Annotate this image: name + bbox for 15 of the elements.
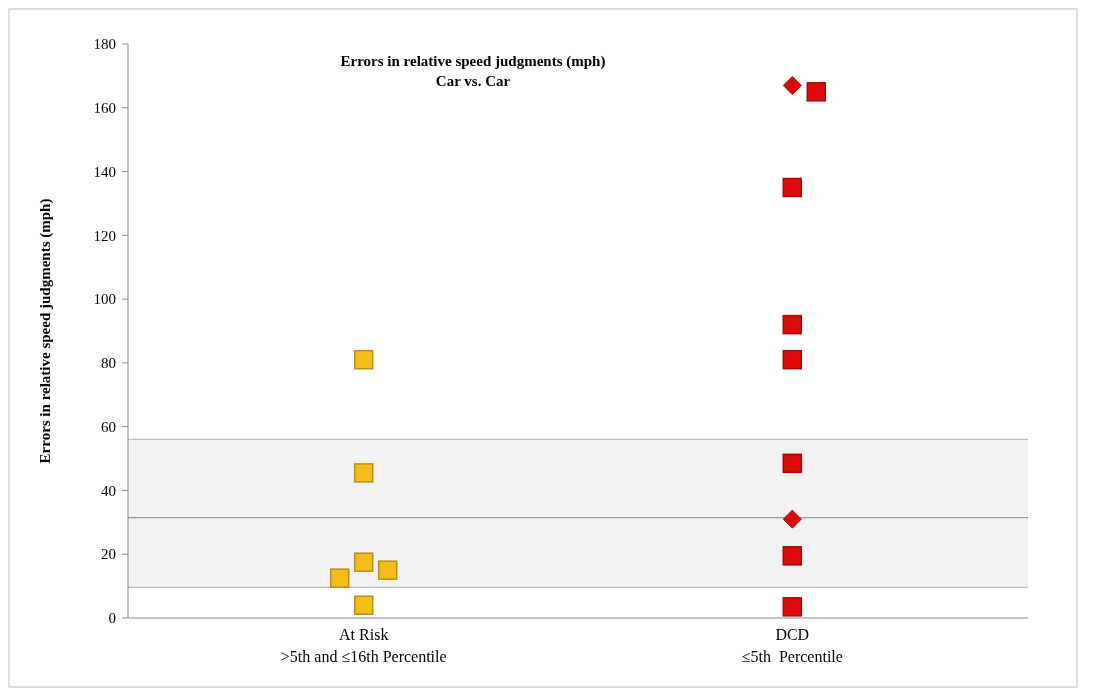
y-tick-label: 140 xyxy=(93,163,116,180)
y-tick-label: 0 xyxy=(108,610,116,627)
y-tick-label: 80 xyxy=(101,355,116,372)
text: Car vs. Car xyxy=(435,73,511,89)
y-tick-label: 120 xyxy=(93,227,116,244)
y-tick-label: 60 xyxy=(101,418,116,435)
x-tick-label: DCD ≤5th Percentile xyxy=(741,626,843,665)
y-tick-label: 100 xyxy=(93,291,116,308)
text: Errors in relative speed judgments (mph) xyxy=(340,53,606,70)
y-tick-label: 20 xyxy=(101,546,116,563)
y-tick-label: 160 xyxy=(93,100,116,117)
y-axis-title: Errors in relative speed judgments (mph) xyxy=(37,198,54,464)
y-tick-label: 180 xyxy=(93,36,116,53)
x-tick-label: At Risk >5th and ≤16th Percentile xyxy=(280,626,447,665)
y-tick-label: 40 xyxy=(101,482,116,499)
